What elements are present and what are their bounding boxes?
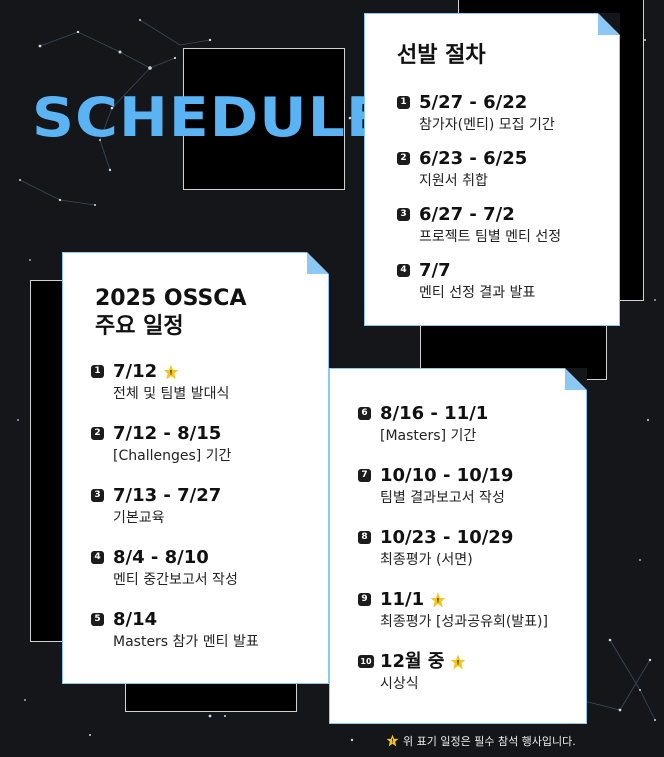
item-date: 6/27 - 7/2: [419, 204, 515, 225]
item-number: 4: [91, 551, 104, 564]
selection-list: 1 5/27 - 6/22 참가자(멘티) 모집 기간 2 6/23 - 6/2…: [397, 92, 607, 312]
item-date-text: 11/1: [380, 589, 425, 610]
item-desc: 전체 및 팀별 발대식: [113, 386, 230, 402]
page-fold: [598, 13, 620, 35]
item-desc: 기본교육: [113, 510, 165, 526]
second-schedule-list: 6 8/16 - 11/1 [Masters] 기간 7 10/10 - 10/…: [358, 403, 583, 713]
item-date: 7/12!: [113, 361, 179, 383]
selection-heading: 선발 절차: [397, 43, 486, 68]
item-number: 10: [358, 655, 374, 668]
item-date: 5/27 - 6/22: [419, 92, 528, 113]
item-number: 9: [358, 593, 371, 606]
page-fold: [307, 252, 329, 274]
frame-behind-title: [183, 48, 345, 190]
selection-process-card: 선발 절차 1 5/27 - 6/22 참가자(멘티) 모집 기간 2 6/23…: [364, 13, 620, 326]
item-desc: 멘티 중간보고서 작성: [113, 572, 238, 588]
item-date: 6/23 - 6/25: [419, 148, 528, 169]
svg-text:!: !: [170, 370, 173, 377]
item-desc: 최종평가 [성과공유회(발표)]: [380, 614, 548, 630]
item-desc: 프로젝트 팀별 멘티 선정: [419, 229, 562, 245]
item-number: 3: [91, 489, 104, 502]
item-date: 7/7: [419, 260, 451, 281]
item-date: 10/10 - 10/19: [380, 465, 514, 486]
item-number: 1: [397, 96, 410, 109]
item-number: 2: [91, 427, 104, 440]
item-number: 7: [358, 469, 371, 482]
footnote: ! 위 표기 일정은 필수 참석 행사입니다.: [386, 733, 576, 749]
item-number: 1: [91, 365, 104, 378]
item-date: 8/16 - 11/1: [380, 403, 489, 424]
item-desc: [Challenges] 기간: [113, 448, 232, 464]
item-date: 11/1!: [380, 589, 446, 611]
required-star-icon: !: [451, 654, 466, 670]
item-desc: 지원서 취합: [419, 173, 488, 189]
svg-text:!: !: [391, 739, 393, 745]
required-star-icon: !: [163, 364, 179, 380]
item-date-text: 12월 중: [380, 651, 445, 672]
required-star-icon: !: [430, 592, 446, 608]
item-number: 6: [358, 407, 371, 420]
main-heading-line1: 2025 OSSCA: [95, 286, 247, 311]
item-number: 3: [397, 208, 410, 221]
item-desc: 최종평가 (서면): [380, 552, 473, 568]
item-desc: Masters 참가 멘티 발표: [113, 634, 259, 650]
main-heading-line2: 주요 일정: [95, 314, 184, 339]
item-number: 2: [397, 152, 410, 165]
page-fold: [565, 368, 587, 390]
required-star-icon: !: [386, 734, 399, 747]
svg-text:!: !: [457, 660, 460, 667]
item-date: 7/13 - 7/27: [113, 485, 222, 506]
item-desc: 참가자(멘티) 모집 기간: [419, 117, 555, 133]
item-date: 8/14: [113, 609, 158, 630]
main-schedule-card: 2025 OSSCA 주요 일정 1 7/12! 전체 및 팀별 발대식 2 7…: [62, 252, 329, 684]
item-date: 7/12 - 8/15: [113, 423, 222, 444]
item-date-text: 7/12: [113, 361, 158, 382]
item-desc: [Masters] 기간: [380, 428, 477, 444]
item-number: 5: [91, 613, 104, 626]
item-date: 8/4 - 8/10: [113, 547, 209, 568]
item-desc: 시상식: [380, 676, 419, 692]
main-schedule-list: 1 7/12! 전체 및 팀별 발대식 2 7/12 - 8/15 [Chall…: [91, 361, 321, 671]
stars: [17, 19, 656, 742]
footnote-text: 위 표기 일정은 필수 참석 행사입니다.: [403, 735, 576, 748]
item-desc: 팀별 결과보고서 작성: [380, 490, 505, 506]
item-desc: 멘티 선정 결과 발표: [419, 285, 536, 301]
page-title: SCHEDULE: [32, 86, 387, 149]
item-date: 10/23 - 10/29: [380, 527, 514, 548]
item-date: 12월 중!: [380, 651, 466, 673]
svg-text:!: !: [437, 598, 440, 605]
item-number: 8: [358, 531, 371, 544]
second-schedule-card: 6 8/16 - 11/1 [Masters] 기간 7 10/10 - 10/…: [329, 368, 587, 724]
item-number: 4: [397, 264, 410, 277]
